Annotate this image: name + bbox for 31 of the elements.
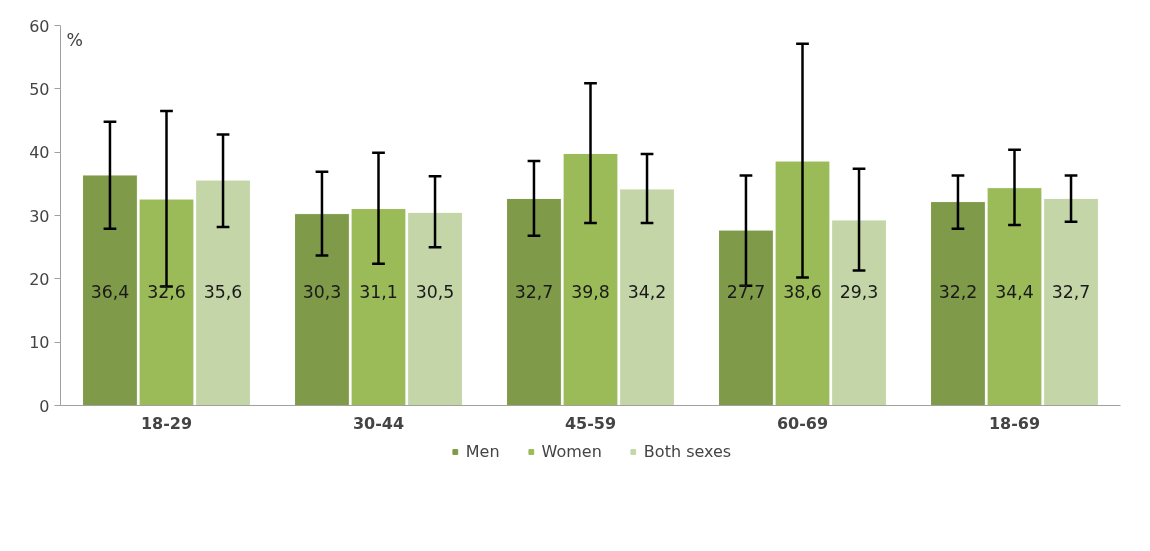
y-tick-label: 60 [29,16,50,36]
data-label: 27,7 [726,282,766,302]
x-tick-label: 60-69 [776,413,829,433]
y-tick-label: 10 [29,333,50,353]
data-label: 39,8 [571,282,610,302]
x-tick-label: 18-69 [988,413,1041,433]
data-label: 30,3 [302,282,342,302]
legend-label: Both sexes [643,441,732,461]
y-tick-label: 0 [39,396,50,416]
x-tick-label: 30-44 [352,413,405,433]
y-axis-title: % [66,29,83,50]
legend-label: Men [465,441,500,461]
data-label: 29,3 [839,282,879,302]
y-tick-label: 40 [29,143,50,163]
data-label: 30,5 [415,282,455,302]
x-tick-label: 45-59 [564,413,617,433]
data-label: 32,7 [1051,282,1091,302]
data-label: 32,7 [514,282,554,302]
y-tick-label: 30 [29,206,50,226]
x-tick-label: 18-29 [140,413,193,433]
data-label: 36,4 [90,282,130,302]
data-label: 34,2 [627,282,667,302]
data-label: 31,1 [359,282,398,302]
data-label: 32,2 [938,282,978,302]
y-tick-label: 50 [29,79,50,99]
data-label: 34,4 [995,282,1034,302]
data-label: 32,6 [147,282,186,302]
legend-label: Women [541,441,602,461]
data-label: 38,6 [783,282,822,302]
y-tick-label: 20 [29,269,50,289]
data-label: 35,6 [203,282,243,302]
